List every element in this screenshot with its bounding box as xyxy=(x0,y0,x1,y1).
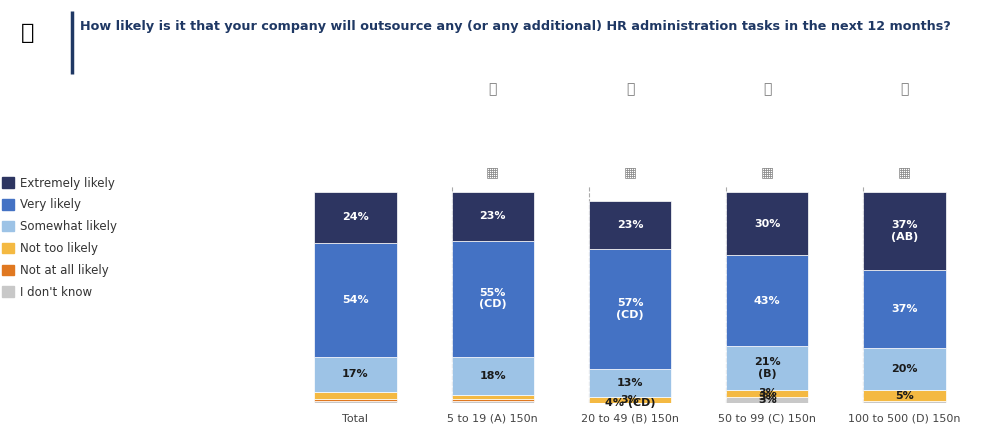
Bar xyxy=(863,348,946,390)
Text: How likely is it that your company will outsource any (or any additional) HR adm: How likely is it that your company will … xyxy=(80,20,951,33)
Bar xyxy=(726,346,808,390)
Bar xyxy=(314,392,397,399)
Bar xyxy=(726,255,808,346)
Text: 57%
(CD): 57% (CD) xyxy=(616,298,644,320)
Bar xyxy=(863,192,946,270)
Text: Total: Total xyxy=(342,413,368,424)
Text: 50 to 99 (C) 150n: 50 to 99 (C) 150n xyxy=(718,413,816,424)
Text: 100 to 500 (D) 150n: 100 to 500 (D) 150n xyxy=(848,413,961,424)
Text: 54%: 54% xyxy=(342,295,369,304)
Bar xyxy=(314,243,397,357)
Text: ▦: ▦ xyxy=(486,166,499,180)
Text: 23%: 23% xyxy=(479,211,506,221)
Legend: Extremely likely, Very likely, Somewhat likely, Not too likely, Not at all likel: Extremely likely, Very likely, Somewhat … xyxy=(2,177,117,299)
Bar xyxy=(452,240,534,357)
Bar xyxy=(452,395,534,399)
Bar xyxy=(314,357,397,392)
Bar xyxy=(726,192,808,255)
Text: 13%: 13% xyxy=(617,378,643,388)
Bar xyxy=(589,397,671,403)
Text: 🏪: 🏪 xyxy=(626,82,634,96)
Text: 37%
(AB): 37% (AB) xyxy=(891,220,918,242)
Text: 24%: 24% xyxy=(342,212,369,223)
Text: 3%: 3% xyxy=(758,389,777,399)
Text: 30%: 30% xyxy=(754,219,780,229)
Bar xyxy=(452,192,534,240)
Text: 55%
(CD): 55% (CD) xyxy=(479,288,507,309)
Text: 17%: 17% xyxy=(342,370,369,379)
Text: 3%: 3% xyxy=(758,395,777,405)
Text: 5%: 5% xyxy=(895,391,914,401)
Text: 4% (CD): 4% (CD) xyxy=(605,398,655,408)
Text: 23%: 23% xyxy=(617,220,643,230)
Bar xyxy=(589,201,671,249)
Text: 20 to 49 (B) 150n: 20 to 49 (B) 150n xyxy=(581,413,679,424)
Bar xyxy=(314,401,397,403)
Bar xyxy=(589,249,671,369)
Text: 37%: 37% xyxy=(891,304,918,314)
Text: 21%
(B): 21% (B) xyxy=(754,357,781,379)
Bar xyxy=(589,369,671,397)
Bar xyxy=(726,390,808,397)
Text: 43%: 43% xyxy=(754,296,781,306)
Text: 🏢: 🏢 xyxy=(763,82,771,96)
Text: 3%: 3% xyxy=(621,395,639,405)
Bar xyxy=(863,390,946,401)
Bar xyxy=(726,397,808,403)
Text: 🏢: 🏢 xyxy=(900,82,909,96)
Bar xyxy=(452,357,534,395)
Bar xyxy=(452,399,534,401)
Bar xyxy=(314,192,397,243)
Bar xyxy=(863,401,946,403)
Text: 5 to 19 (A) 150n: 5 to 19 (A) 150n xyxy=(447,413,538,424)
Text: ▦: ▦ xyxy=(761,166,774,180)
Text: 3%: 3% xyxy=(758,392,777,402)
Text: 20%: 20% xyxy=(891,364,918,374)
Text: ▦: ▦ xyxy=(623,166,637,180)
Text: 🏪: 🏪 xyxy=(489,82,497,96)
Bar xyxy=(452,401,534,403)
Text: ▦: ▦ xyxy=(898,166,911,180)
Text: 18%: 18% xyxy=(479,371,506,381)
Bar xyxy=(314,399,397,401)
Bar xyxy=(863,270,946,348)
Text: 🤝: 🤝 xyxy=(21,23,35,43)
